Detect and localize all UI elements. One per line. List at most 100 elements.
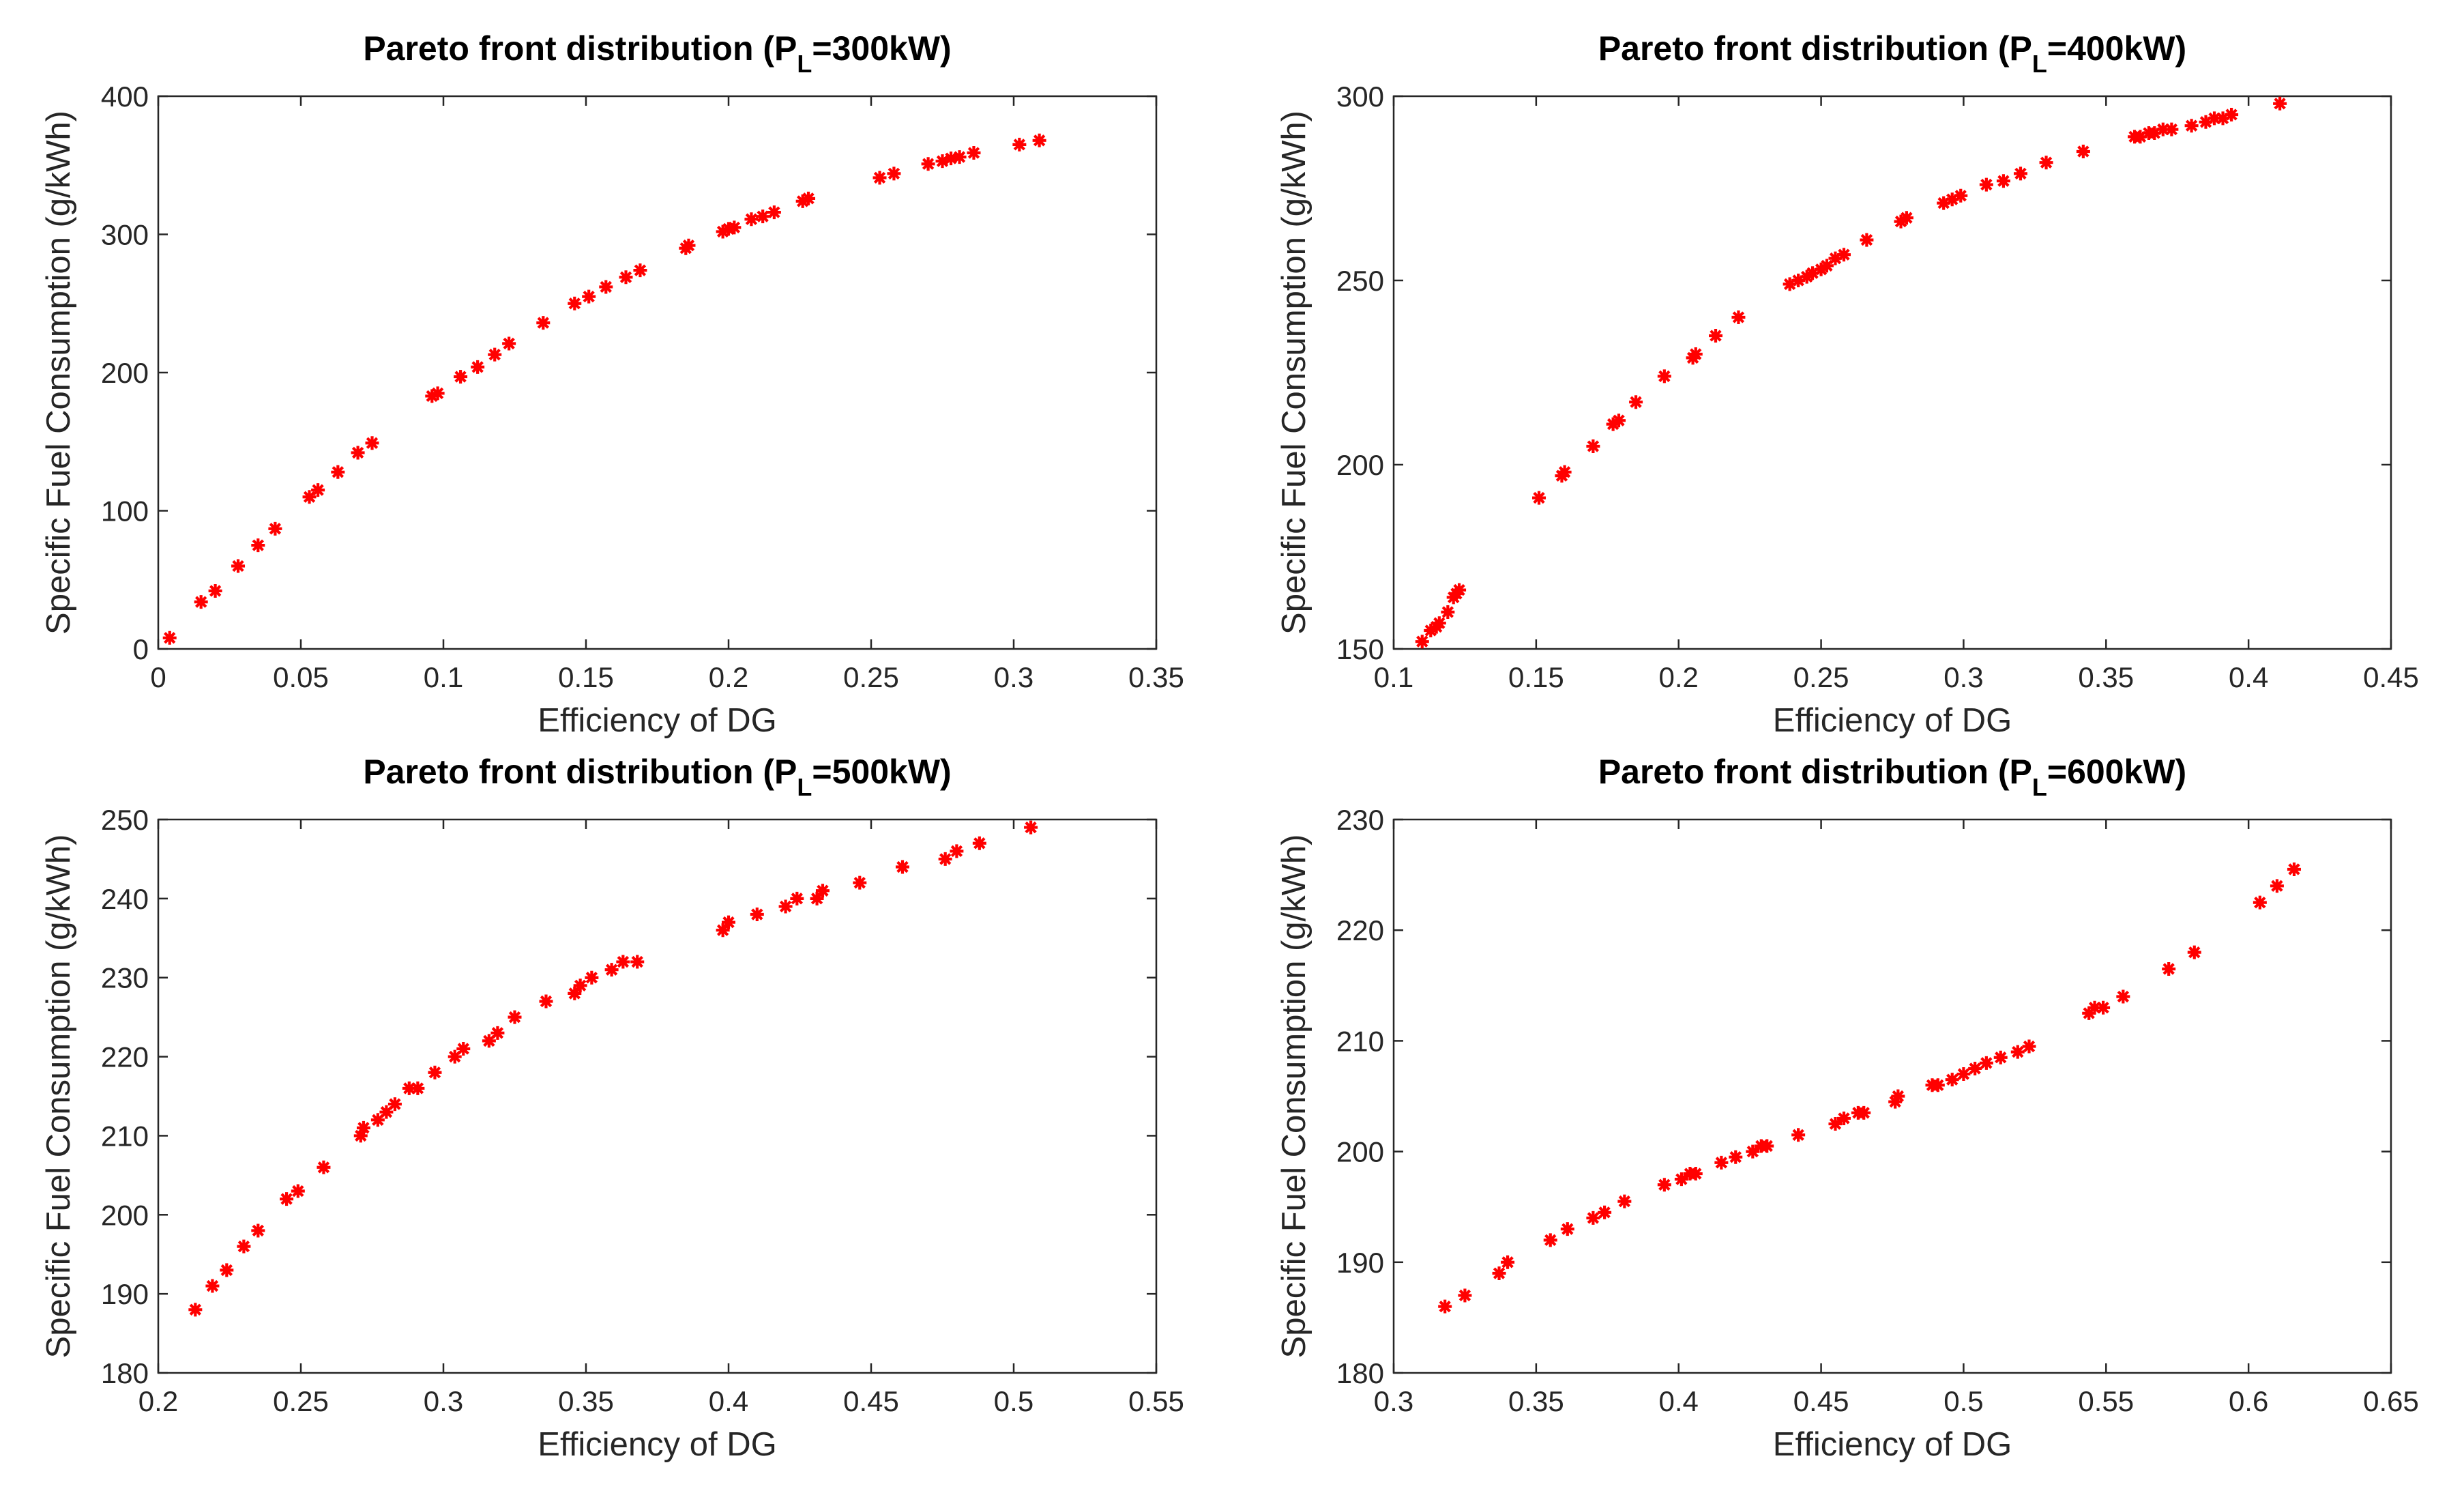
data-point — [744, 212, 759, 227]
data-point — [952, 150, 967, 164]
chart-title-subscript: L — [797, 773, 812, 801]
y-tick-label: 250 — [1336, 265, 1384, 297]
data-point — [895, 860, 909, 874]
data-point — [2225, 108, 2239, 121]
data-point — [1729, 1150, 1743, 1164]
data-point — [251, 1223, 265, 1238]
data-point — [1828, 251, 1843, 265]
chart-title: Pareto front distribution (PL=600kW) — [1598, 753, 2186, 801]
data-point — [716, 923, 730, 938]
y-tick-label: 400 — [101, 81, 149, 113]
chart-title: Pareto front distribution (PL=400kW) — [1598, 29, 2186, 78]
data-point — [2287, 862, 2301, 876]
data-point — [231, 559, 246, 573]
data-point — [2208, 111, 2222, 126]
data-point — [2165, 122, 2179, 136]
x-tick-label: 0.2 — [138, 1385, 178, 1417]
chart-title-prefix: Pareto front distribution (P — [1598, 29, 2032, 68]
data-point — [1032, 133, 1046, 147]
data-point — [162, 630, 177, 645]
chart-title-suffix: =600kW) — [2047, 753, 2186, 791]
data-point — [1783, 277, 1797, 291]
x-tick-label: 0.25 — [843, 661, 899, 693]
data-point — [722, 915, 735, 929]
y-axis-label: Specific Fuel Consumption (g/kWh) — [1276, 111, 1312, 635]
y-tick-label: 210 — [101, 1120, 149, 1152]
data-point — [599, 280, 613, 294]
x-tick-label: 0.2 — [1659, 661, 1699, 693]
data-point — [208, 583, 222, 598]
x-axis-label: Efficiency of DG — [538, 1426, 776, 1463]
data-point — [456, 1041, 471, 1056]
data-point — [1598, 1205, 1612, 1219]
data-point — [1441, 605, 1455, 619]
x-tick-label: 0.3 — [424, 1385, 463, 1417]
x-tick-label: 0.25 — [1793, 661, 1849, 693]
y-tick-label: 230 — [1336, 804, 1384, 836]
plot-area — [157, 95, 1158, 650]
chart-panel-300kw: 0 0.05 0.1 0.15 0.2 0.25 0.3 0.35 0 100 200 300 400 E… — [40, 29, 1184, 739]
data-point — [1891, 1089, 1905, 1103]
data-point — [356, 1120, 370, 1135]
data-point — [471, 360, 485, 374]
x-tick-label: 0.3 — [994, 661, 1033, 693]
data-point — [887, 166, 901, 181]
x-tick-label: 0.15 — [1508, 661, 1564, 693]
data-point — [950, 844, 964, 858]
y-tick-label: 200 — [101, 357, 149, 389]
data-point — [2096, 1000, 2111, 1015]
y-axis-label: Specific Fuel Consumption (g/kWh) — [1276, 835, 1312, 1359]
data-point — [2039, 156, 2053, 170]
data-point — [972, 836, 986, 850]
data-point — [428, 1065, 442, 1079]
data-point — [220, 1263, 234, 1277]
data-point — [568, 986, 582, 1000]
x-tick-label: 0.2 — [709, 661, 748, 693]
x-tick-label: 0.3 — [1944, 661, 1983, 693]
data-point — [1806, 266, 1820, 280]
data-point — [1731, 310, 1746, 324]
x-tick-label: 0.55 — [2078, 1385, 2134, 1417]
data-point — [2253, 895, 2267, 910]
data-point — [268, 521, 282, 536]
data-point — [311, 483, 325, 497]
y-tick-label: 200 — [101, 1199, 149, 1231]
data-point — [750, 908, 764, 922]
x-tick-label: 0.3 — [1374, 1385, 1413, 1417]
x-axis-label: Efficiency of DG — [1773, 702, 2012, 739]
data-point — [251, 538, 265, 553]
data-point — [1888, 1095, 1903, 1109]
y-tick-label: 190 — [1336, 1247, 1384, 1279]
data-point — [1458, 1288, 1472, 1303]
x-tick-label: 0.35 — [1128, 661, 1184, 693]
data-point — [1931, 1078, 1945, 1092]
data-point — [1945, 1073, 1959, 1087]
data-point — [370, 1113, 385, 1127]
x-tick-label: 0.45 — [843, 1385, 899, 1417]
data-point — [2133, 130, 2147, 144]
data-point — [1836, 248, 1851, 262]
data-point — [2147, 126, 2162, 140]
y-tick-label: 300 — [1336, 81, 1384, 113]
data-point — [1993, 1050, 2008, 1064]
data-point — [2076, 145, 2090, 158]
y-tick-label: 230 — [101, 962, 149, 994]
data-point — [938, 852, 952, 866]
data-point — [448, 1049, 462, 1064]
x-tick-label: 0.55 — [1128, 1385, 1184, 1417]
data-point — [482, 1034, 496, 1048]
data-point — [2187, 945, 2201, 959]
y-tick-label: 300 — [101, 219, 149, 251]
data-point — [716, 224, 730, 239]
y-axis-label: Specific Fuel Consumption (g/kWh) — [40, 111, 77, 635]
chart-title-subscript: L — [2032, 773, 2047, 801]
y-tick-label: 210 — [1336, 1025, 1384, 1057]
x-tick-label: 0.15 — [558, 661, 614, 693]
x-tick-label: 0.35 — [558, 1385, 614, 1417]
data-point — [425, 389, 439, 403]
chart-title-suffix: =500kW) — [812, 753, 951, 791]
y-tick-label: 150 — [1336, 633, 1384, 665]
data-point — [967, 146, 981, 160]
data-point — [1791, 1128, 1806, 1142]
